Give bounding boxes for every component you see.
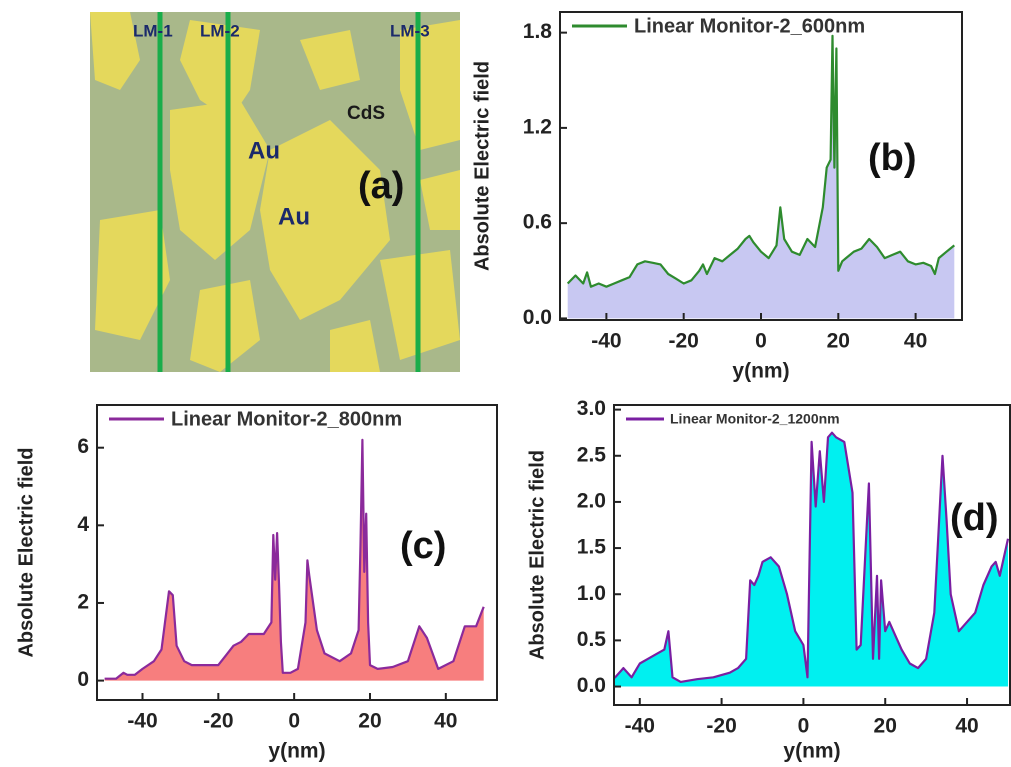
x-tick-label: 20 bbox=[827, 330, 850, 353]
y-tick-label: 0.0 bbox=[577, 674, 606, 697]
y-tick-label: 1.5 bbox=[577, 536, 607, 559]
monitor-label: LM-2 bbox=[200, 21, 240, 40]
x-tick-label: 0 bbox=[755, 330, 767, 353]
legend-label: Linear Monitor-2_800nm bbox=[171, 408, 402, 430]
x-tick-label: -40 bbox=[591, 330, 621, 353]
y-axis-title: Absolute Electric field bbox=[526, 450, 548, 660]
panel-label: (d) bbox=[950, 497, 999, 539]
x-tick-label: -20 bbox=[203, 710, 233, 733]
x-tick-label: 20 bbox=[358, 710, 381, 733]
y-tick-label: 1.0 bbox=[577, 582, 606, 605]
x-tick-label: -20 bbox=[669, 330, 699, 353]
y-tick-label: 2 bbox=[77, 591, 89, 614]
x-tick-label: 40 bbox=[434, 710, 457, 733]
y-tick-label: 1.2 bbox=[523, 115, 552, 138]
plot: Linear Monitor-2_800nm 0 2 4 6 -40 -20 0 20 40 y(n… bbox=[15, 405, 497, 763]
panel-label: (c) bbox=[400, 525, 446, 567]
y-tick-label: 6 bbox=[77, 435, 89, 458]
figure: LM-1 LM-2 LM-3 Au Au CdS (a) Linear Moni… bbox=[0, 0, 1011, 767]
x-tick-label: -40 bbox=[127, 710, 157, 733]
plot-area bbox=[599, 433, 1008, 687]
x-tick-label: -20 bbox=[706, 715, 736, 738]
monitor-label: LM-1 bbox=[133, 21, 173, 40]
material-label: Au bbox=[248, 137, 280, 164]
x-axis-title: y(nm) bbox=[732, 360, 789, 383]
legend-label: Linear Monitor-2_1200nm bbox=[670, 411, 840, 427]
y-tick-label: 0.5 bbox=[577, 628, 607, 651]
material-label: CdS bbox=[347, 103, 385, 124]
x-tick-label: 20 bbox=[874, 715, 897, 738]
material-label: Au bbox=[278, 203, 310, 230]
panel-label: (a) bbox=[358, 165, 404, 207]
panel-label: (b) bbox=[868, 137, 917, 179]
y-tick-label: 3.0 bbox=[577, 397, 606, 420]
y-tick-label: 4 bbox=[77, 513, 89, 536]
y-axis-title: Absolute Electric field bbox=[471, 61, 493, 271]
plot: Linear Monitor-2_600nm 0.0 0.6 1.2 1.8 -40 -20… bbox=[471, 12, 962, 383]
x-tick-label: -40 bbox=[625, 715, 655, 738]
y-tick-label: 2.0 bbox=[577, 489, 606, 512]
monitor-label: LM-3 bbox=[390, 21, 430, 40]
legend-label: Linear Monitor-2_600nm bbox=[634, 15, 865, 37]
x-axis-title: y(nm) bbox=[268, 740, 325, 763]
y-tick-label: 0 bbox=[77, 668, 89, 691]
y-tick-label: 0.6 bbox=[523, 211, 552, 234]
y-axis-title: Absolute Electric field bbox=[15, 447, 37, 657]
y-tick-label: 2.5 bbox=[577, 443, 607, 466]
x-tick-label: 0 bbox=[288, 710, 300, 733]
y-tick-label: 0.0 bbox=[523, 306, 552, 329]
page: LM-1 LM-2 LM-3 Au Au CdS (a) Linear Moni… bbox=[0, 0, 1011, 767]
y-tick-label: 1.8 bbox=[523, 20, 553, 43]
plot: Linear Monitor-2_1200nm 0.0 0.5 1.0 1.5 2.0 2.… bbox=[526, 397, 1010, 762]
x-axis-title: y(nm) bbox=[783, 740, 840, 763]
x-tick-label: 40 bbox=[955, 715, 978, 738]
x-tick-label: 40 bbox=[904, 330, 927, 353]
image-panel: LM-1 LM-2 LM-3 Au Au CdS (a) bbox=[90, 12, 460, 372]
x-tick-label: 0 bbox=[798, 715, 810, 738]
